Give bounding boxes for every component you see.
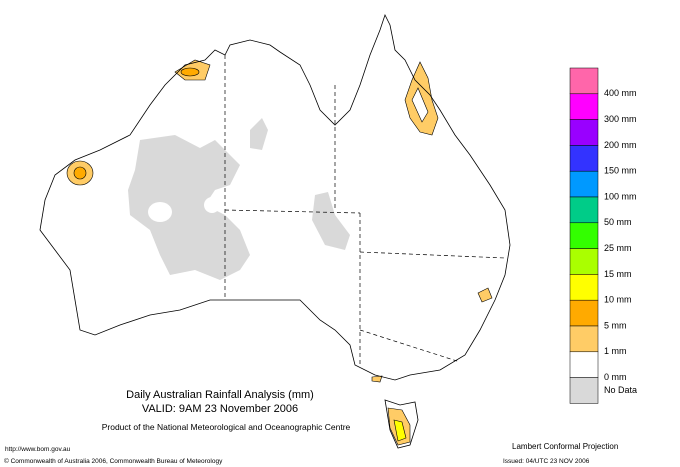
- projection: Lambert Conformal Projection: [512, 442, 618, 451]
- hole: [148, 202, 172, 222]
- no-data-areas: [128, 118, 350, 280]
- swatch: [569, 93, 599, 120]
- legend-label: 300 mm: [604, 114, 637, 124]
- legend-labels: 400 mm 300 mm 200 mm 150 mm 100 mm 50 mm 25 mm…: [604, 88, 637, 395]
- issued: Issued: 04/UTC 23 NOV 2006: [503, 458, 590, 465]
- rain-area: [73, 166, 87, 180]
- legend-label: 200 mm: [604, 140, 637, 150]
- legend-label: No Data: [604, 385, 637, 395]
- no-data-area: [128, 135, 250, 280]
- valid-time: VALID: 9AM 23 November 2006: [142, 403, 298, 415]
- state-borders: [224, 55, 506, 365]
- swatch: [569, 377, 599, 404]
- legend-label: 400 mm: [604, 88, 637, 98]
- coastline: [39, 13, 511, 449]
- swatch: [569, 145, 599, 172]
- mainland: [39, 13, 511, 381]
- legend-label: 25 mm: [604, 243, 632, 253]
- rain-area: [180, 67, 200, 77]
- no-data-area: [312, 192, 350, 250]
- rain-area: [371, 375, 383, 383]
- legend-label: 1 mm: [604, 346, 627, 356]
- border: [359, 251, 506, 259]
- rain-areas: [66, 59, 493, 446]
- swatch: [569, 351, 599, 378]
- no-data-holes: [148, 197, 220, 222]
- legend-label: 150 mm: [604, 166, 637, 176]
- swatch: [569, 119, 599, 146]
- legend-label: 50 mm: [604, 217, 632, 227]
- no-data-area: [250, 118, 268, 150]
- border: [224, 209, 361, 214]
- legend-label: 15 mm: [604, 269, 632, 279]
- legend-label: 10 mm: [604, 295, 632, 305]
- legend-label: 5 mm: [604, 320, 627, 330]
- rain-area: [393, 419, 407, 442]
- hole: [204, 197, 220, 213]
- map-title: Daily Australian Rainfall Analysis (mm): [126, 389, 314, 401]
- swatch: [569, 299, 599, 327]
- rain-area: [477, 287, 493, 303]
- swatch: [569, 222, 599, 249]
- swatch: [569, 248, 599, 275]
- url: http://www.bom.gov.au: [5, 446, 71, 453]
- legend-swatches: [569, 67, 599, 404]
- swatch: [569, 67, 599, 95]
- border: [359, 329, 461, 363]
- rain-area: [411, 87, 429, 123]
- swatch: [569, 170, 599, 198]
- product-note: Product of the National Meteorological a…: [102, 422, 351, 432]
- swatch: [569, 196, 599, 224]
- swatch: [569, 274, 599, 301]
- legend-label: 0 mm: [604, 372, 627, 382]
- swatch: [569, 325, 599, 353]
- copyright: © Commonwealth of Australia 2006, Common…: [4, 457, 223, 465]
- tasmania: [384, 399, 419, 449]
- legend-label: 100 mm: [604, 191, 637, 201]
